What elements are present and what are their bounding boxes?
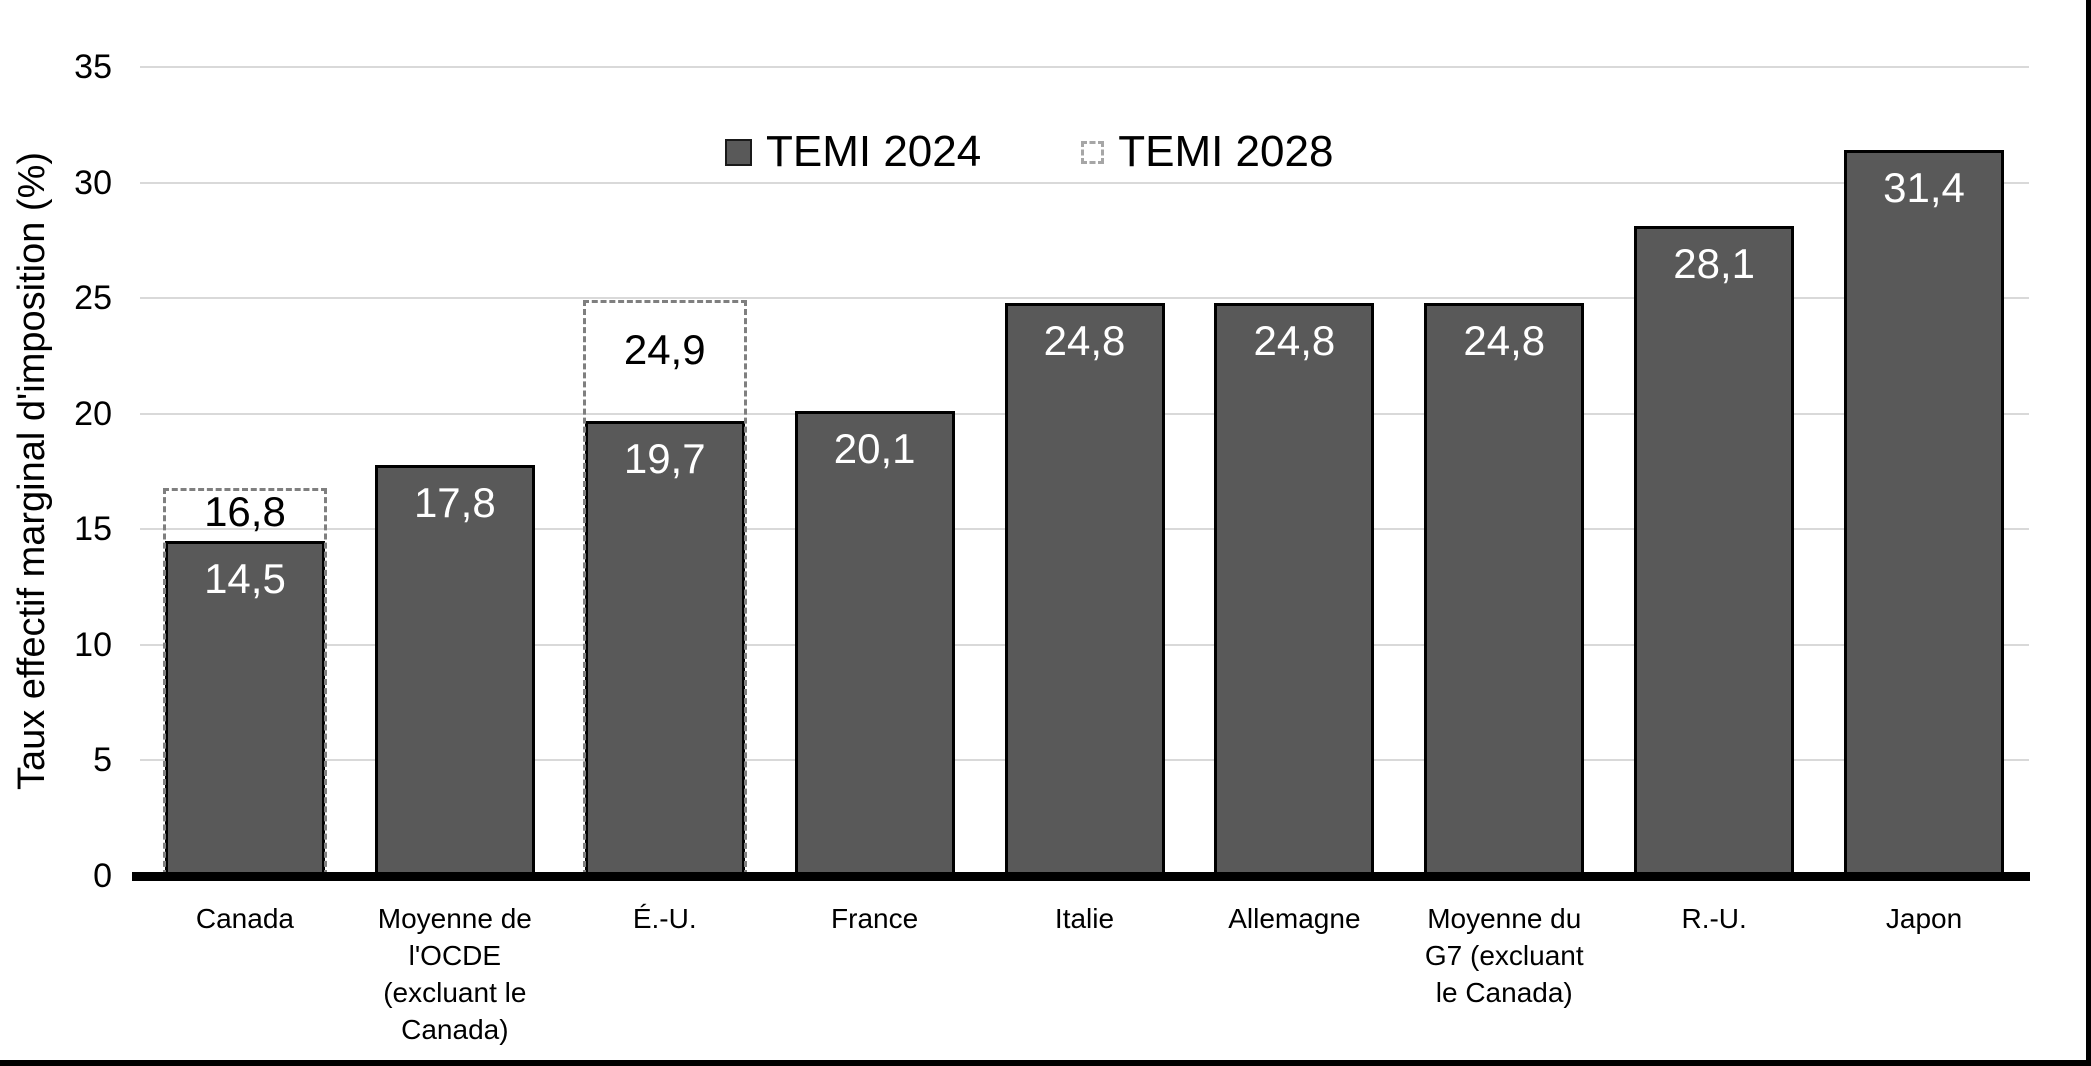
category-label: Moyenne du G7 (excluant le Canada) <box>1424 903 1584 1008</box>
y-tick-label: 10 <box>74 625 112 664</box>
y-tick-label: 0 <box>93 857 112 895</box>
category-label: Allemagne <box>1228 903 1361 934</box>
legend-swatch-temi-2024-icon <box>725 138 752 166</box>
bar-value-label: 24,8 <box>1463 316 1546 364</box>
bar-3 <box>584 420 745 880</box>
legend-label-temi-2028: TEMI 2028 <box>1118 127 1334 176</box>
bar-1 <box>164 540 325 880</box>
gridline <box>140 297 2029 300</box>
bar-value-label: 24,8 <box>1043 316 1126 364</box>
legend: TEMI 2024 TEMI 2028 <box>725 126 1333 178</box>
y-tick-label: 15 <box>74 510 112 549</box>
bar-value-label: 24,8 <box>1253 316 1336 364</box>
bar-value-label: 31,4 <box>1883 164 1965 212</box>
legend-label-temi-2024: TEMI 2024 <box>766 127 982 176</box>
bar-value-label: 17,8 <box>413 478 496 526</box>
category-label: Japon <box>1885 903 1963 934</box>
dashed-value-label: 24,9 <box>623 326 706 374</box>
gridline <box>140 66 2029 68</box>
bar-value-label: 14,5 <box>204 554 286 602</box>
y-tick-label: 20 <box>74 394 112 433</box>
bar-value-label: 19,7 <box>623 434 706 482</box>
y-tick-label: 35 <box>74 48 112 86</box>
bar-2 <box>374 464 535 880</box>
category-label: Moyenne de l'OCDE (excluant le Canada) <box>377 903 532 1045</box>
bar-8 <box>1634 226 1795 880</box>
y-axis-title: Taux effectif marginal d'imposition (%) <box>11 151 53 791</box>
dashed-bar-1 <box>162 487 327 876</box>
gridline <box>140 181 2029 184</box>
y-tick-label: 25 <box>74 279 112 318</box>
legend-swatch-temi-2028-icon <box>1081 140 1105 164</box>
category-label: Italie <box>1054 903 1115 934</box>
bar-9 <box>1844 150 2005 880</box>
bar-6 <box>1214 302 1375 880</box>
category-label: France <box>831 903 919 934</box>
bar-value-label: 28,1 <box>1673 240 1756 288</box>
y-tick-label: 30 <box>74 163 112 202</box>
y-tick-label: 5 <box>93 741 112 780</box>
x-axis-line <box>132 872 2030 881</box>
dashed-bar-3 <box>582 300 747 876</box>
bar-4 <box>794 411 955 880</box>
category-label: Canada <box>195 903 294 934</box>
category-label: É.-U. <box>632 903 697 934</box>
dashed-value-label: 16,8 <box>204 487 286 535</box>
bar-value-label: 20,1 <box>833 425 916 473</box>
bar-5 <box>1004 302 1165 880</box>
bar-7 <box>1424 302 1585 880</box>
category-label: R.-U. <box>1681 903 1747 934</box>
